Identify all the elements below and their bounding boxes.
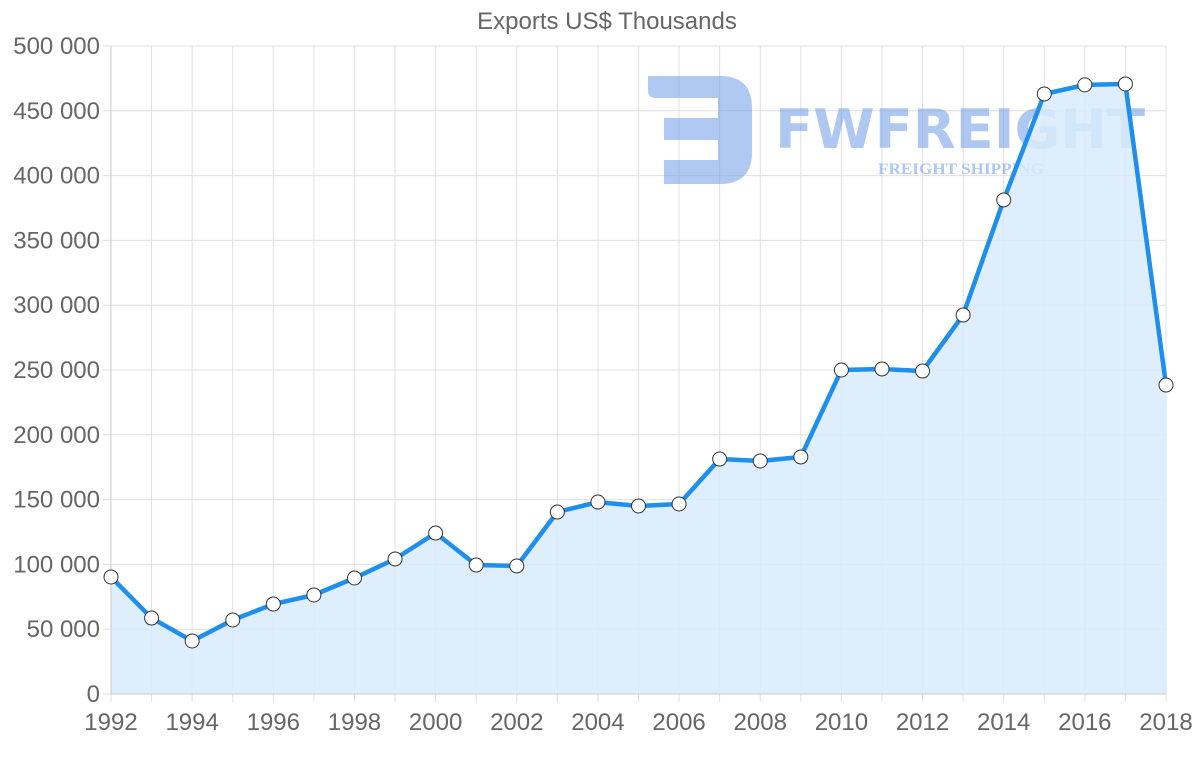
- data-point-2012[interactable]: [915, 363, 931, 379]
- y-tick-label: 500 000: [13, 33, 100, 60]
- data-point-1995[interactable]: [225, 612, 241, 628]
- data-point-2003[interactable]: [549, 504, 565, 520]
- data-point-2018[interactable]: [1158, 377, 1174, 393]
- data-point-2002[interactable]: [509, 558, 525, 574]
- data-point-2016[interactable]: [1077, 77, 1093, 93]
- data-point-1998[interactable]: [346, 570, 362, 586]
- x-tick-label: 1992: [84, 709, 137, 736]
- y-tick-label: 250 000: [13, 357, 100, 384]
- y-tick-label: 100 000: [13, 551, 100, 578]
- chart-title: Exports US$ Thousands: [477, 8, 737, 35]
- data-point-2004[interactable]: [590, 494, 606, 510]
- x-tick-label: 2014: [977, 709, 1030, 736]
- data-point-2017[interactable]: [1117, 76, 1133, 92]
- x-tick-label: 2008: [734, 709, 787, 736]
- data-point-2006[interactable]: [671, 496, 687, 512]
- x-axis-ticks: 1992 1994 1996 1998 2000 2002 2004 2006 2008 2010…: [84, 709, 1192, 736]
- x-tick-label: 2012: [896, 709, 949, 736]
- watermark-tagline: FREIGHT SHIPPING: [878, 161, 1045, 178]
- y-tick-label: 400 000: [13, 163, 100, 190]
- data-point-2010[interactable]: [833, 362, 849, 378]
- data-point-1996[interactable]: [265, 596, 281, 612]
- data-point-1999[interactable]: [387, 551, 403, 567]
- axes: [110, 46, 1166, 695]
- data-point-1992[interactable]: [103, 569, 119, 585]
- data-point-2009[interactable]: [793, 449, 809, 465]
- data-point-2008[interactable]: [752, 453, 768, 469]
- y-tick-label: 350 000: [13, 227, 100, 254]
- data-point-1994[interactable]: [184, 633, 200, 649]
- data-point-1997[interactable]: [306, 587, 322, 603]
- y-tick-label: 200 000: [13, 422, 100, 449]
- x-tick-label: 1996: [247, 709, 300, 736]
- y-tick-label: 150 000: [13, 487, 100, 514]
- y-tick-label: 450 000: [13, 98, 100, 125]
- data-point-2014[interactable]: [996, 192, 1012, 208]
- data-point-2011[interactable]: [874, 361, 890, 377]
- data-point-2013[interactable]: [955, 307, 971, 323]
- x-tick-label: 1994: [165, 709, 218, 736]
- data-point-2005[interactable]: [631, 498, 646, 514]
- data-point-2001[interactable]: [468, 557, 484, 573]
- x-tick-label: 2006: [652, 709, 705, 736]
- x-tick-label: 2018: [1139, 709, 1192, 736]
- x-tick-label: 2002: [490, 709, 543, 736]
- y-tick-label: 300 000: [13, 292, 100, 319]
- x-tick-label: 2016: [1058, 709, 1111, 736]
- x-tick-label: 1998: [328, 709, 381, 736]
- data-points: [103, 76, 1174, 649]
- y-tick-label: 50 000: [27, 616, 100, 643]
- data-point-2000[interactable]: [428, 525, 444, 541]
- data-point-2015[interactable]: [1036, 86, 1052, 102]
- fwfreight-logo-icon: [648, 76, 752, 184]
- x-tick-label: 2000: [409, 709, 462, 736]
- area-fill: [111, 84, 1166, 694]
- data-point-2007[interactable]: [712, 451, 728, 467]
- x-tick-label: 2004: [571, 709, 624, 736]
- y-tick-label: 0: [87, 681, 100, 708]
- y-axis-ticks: 0 50 000 100 000 150 000 200 000 250 000 300 0…: [13, 33, 100, 708]
- data-point-1993[interactable]: [144, 610, 160, 626]
- x-tick-label: 2010: [815, 709, 868, 736]
